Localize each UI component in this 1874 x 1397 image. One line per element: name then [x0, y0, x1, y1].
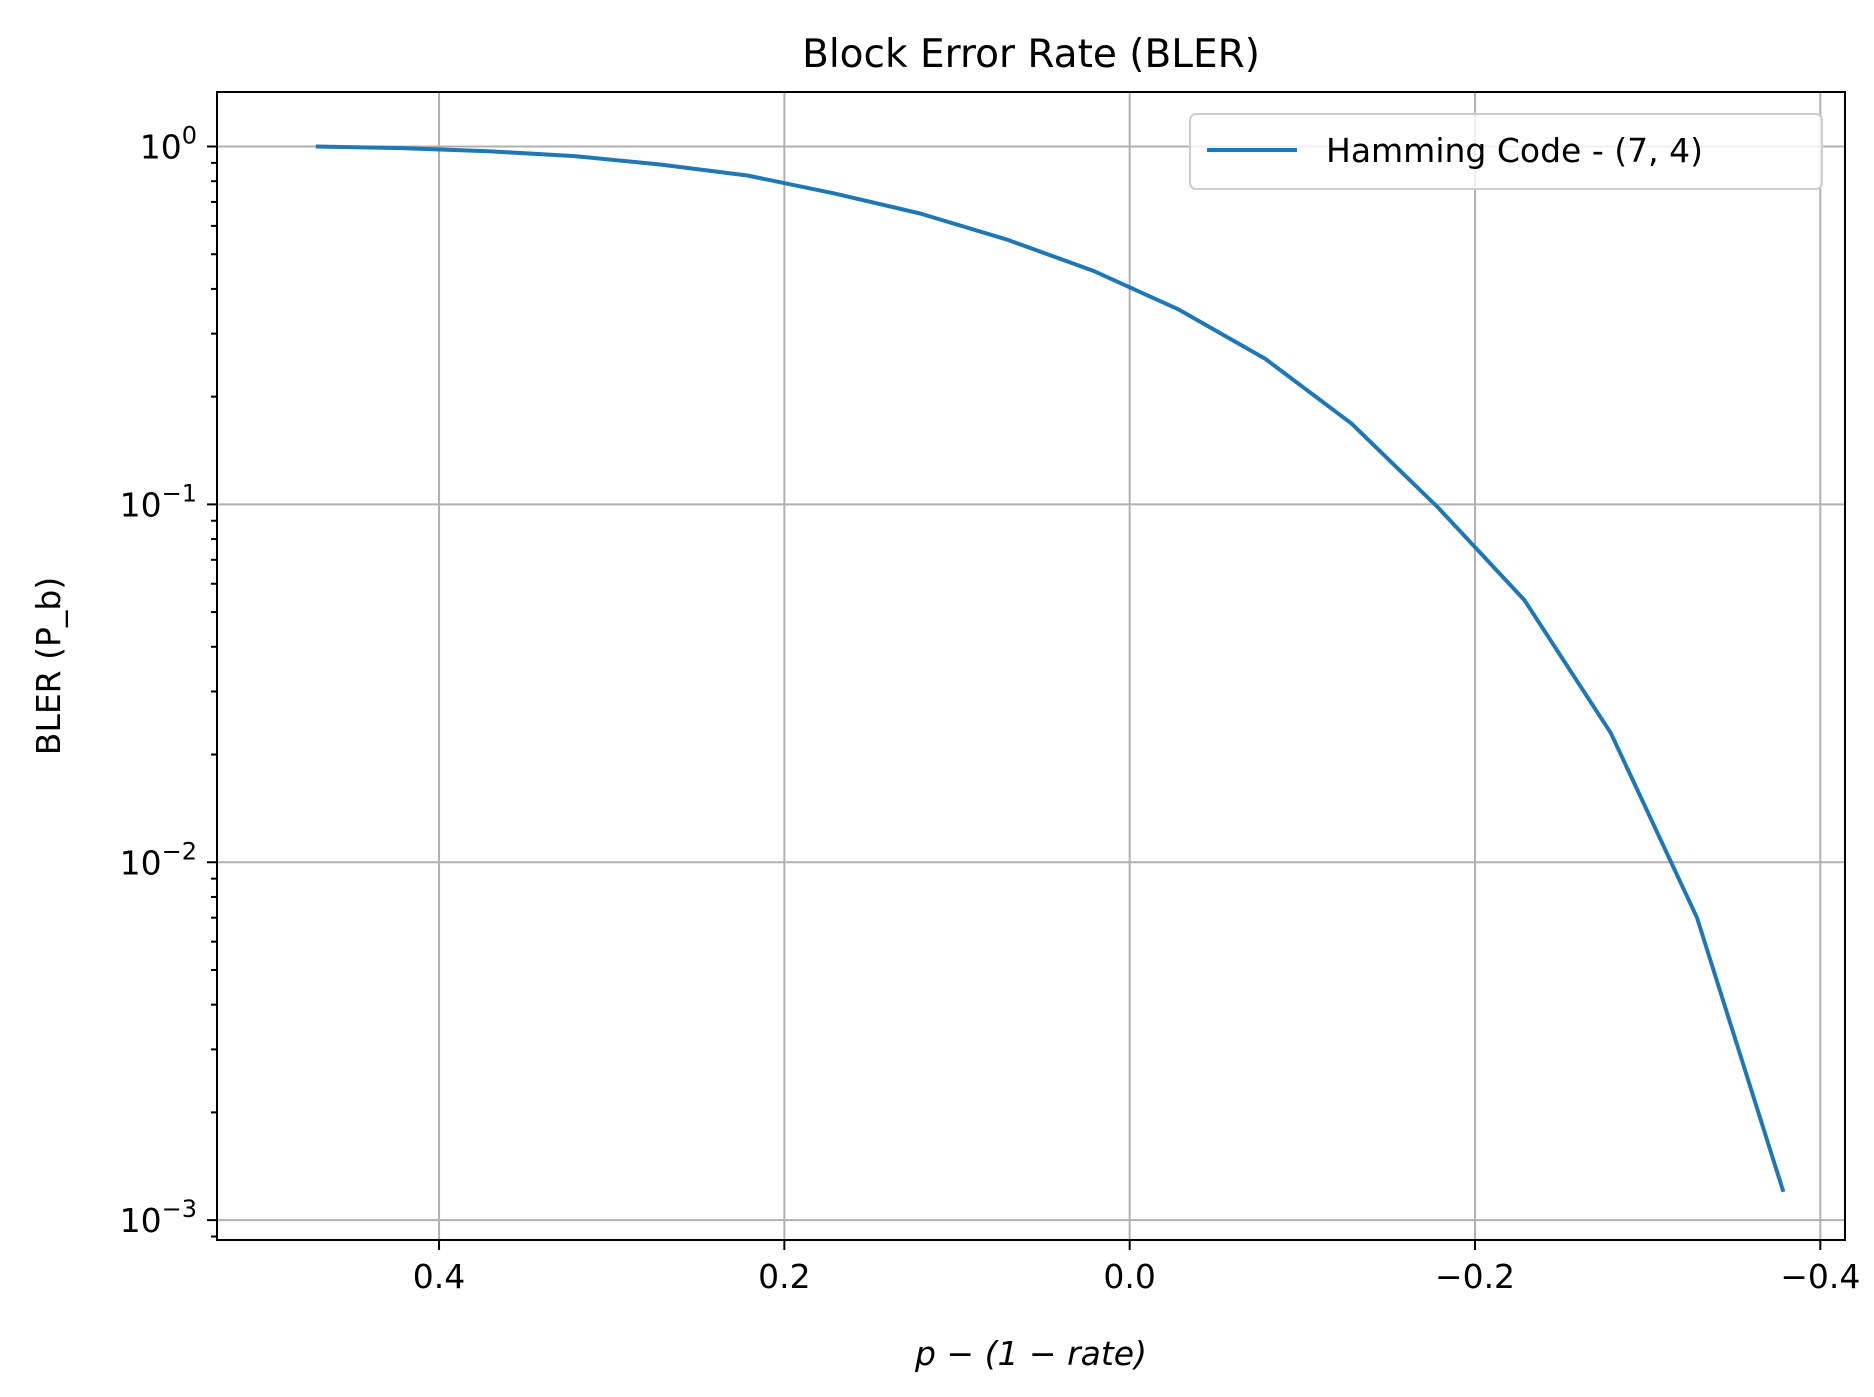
y-axis-label: BLER (P_b): [29, 577, 68, 755]
y-tick-base: 10: [120, 1201, 162, 1240]
plot-frame: [216, 91, 1846, 1241]
x-tick-label: −0.2: [1435, 1257, 1515, 1296]
y-tick-label: 10−2: [120, 837, 197, 882]
y-tick-label: 10−3: [120, 1195, 197, 1240]
y-tick-base: 10: [120, 485, 162, 524]
legend-box: [1189, 113, 1823, 190]
y-tick-base: 10: [120, 843, 162, 882]
chart-title: Block Error Rate (BLER): [802, 32, 1260, 77]
y-tick-exponent: −1: [162, 479, 197, 507]
x-tick-label: 0.2: [758, 1257, 810, 1296]
x-tick-label: −0.4: [1780, 1257, 1860, 1296]
y-axis-label-text: BLER (P_b): [29, 577, 68, 755]
y-tick-label: 10−1: [120, 479, 197, 524]
x-axis-label: p − (1 − rate): [914, 1334, 1147, 1373]
y-tick-base: 10: [140, 128, 182, 167]
legend-label: Hamming Code - (7, 4): [1326, 131, 1703, 170]
grid-lines: [217, 92, 1845, 1240]
y-tick-exponent: −2: [162, 837, 197, 865]
x-tick-label: 0.4: [413, 1257, 465, 1296]
series-layer: [315, 144, 1786, 1193]
x-tick-label: 0.0: [1103, 1257, 1155, 1296]
series-line-hamming: [315, 144, 1786, 1193]
legend: Hamming Code - (7, 4): [1189, 113, 1823, 190]
y-tick-label: 100: [140, 122, 197, 167]
x-axis-label-text: p − (1 − rate): [914, 1334, 1147, 1373]
y-tick-exponent: 0: [182, 122, 197, 150]
y-tick-exponent: −3: [162, 1195, 197, 1223]
